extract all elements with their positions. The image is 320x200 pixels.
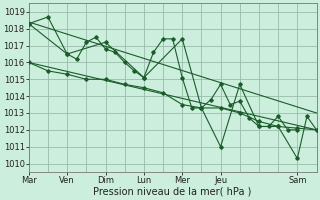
- X-axis label: Pression niveau de la mer( hPa ): Pression niveau de la mer( hPa ): [93, 187, 252, 197]
